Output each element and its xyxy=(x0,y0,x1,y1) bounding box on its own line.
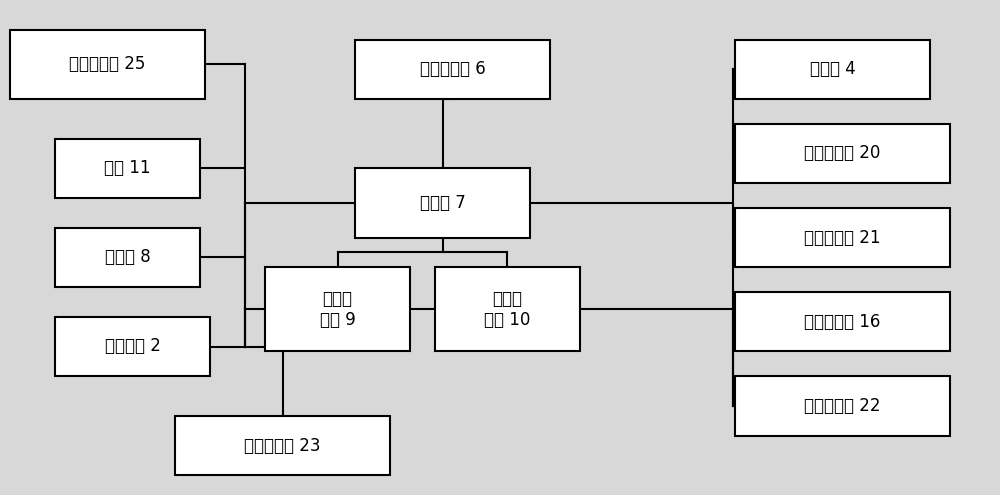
Text: 第一压力表 22: 第一压力表 22 xyxy=(804,397,881,415)
Bar xyxy=(55,228,200,287)
Bar xyxy=(735,40,930,99)
Bar xyxy=(10,30,205,99)
Text: 第一电磁阀 20: 第一电磁阀 20 xyxy=(804,145,881,162)
Bar xyxy=(735,124,950,183)
Text: 控制器 7: 控制器 7 xyxy=(420,194,465,212)
Text: 气泵 11: 气泵 11 xyxy=(104,159,151,177)
Bar xyxy=(435,267,580,351)
Bar xyxy=(735,292,950,351)
Bar xyxy=(735,208,950,267)
Bar xyxy=(55,317,210,376)
Text: 减压阀 4: 减压阀 4 xyxy=(810,60,855,78)
Bar xyxy=(55,139,200,198)
Text: 第二流量计 25: 第二流量计 25 xyxy=(69,55,146,73)
Bar xyxy=(355,168,530,238)
Bar xyxy=(265,267,410,351)
Bar xyxy=(735,376,950,436)
Text: 第一流量计 16: 第一流量计 16 xyxy=(804,313,881,331)
Bar xyxy=(355,40,550,99)
Text: 燃气过滤器 6: 燃气过滤器 6 xyxy=(420,60,485,78)
Text: 压力传
感器 9: 压力传 感器 9 xyxy=(320,290,355,329)
Text: 压差传
感器 10: 压差传 感器 10 xyxy=(484,290,531,329)
Bar xyxy=(175,416,390,475)
Text: 第二电磁阀 21: 第二电磁阀 21 xyxy=(804,229,881,247)
Text: 诊断接口 2: 诊断接口 2 xyxy=(105,338,160,355)
Text: 第二压力表 23: 第二压力表 23 xyxy=(244,437,321,454)
Text: 显示器 8: 显示器 8 xyxy=(105,248,150,266)
